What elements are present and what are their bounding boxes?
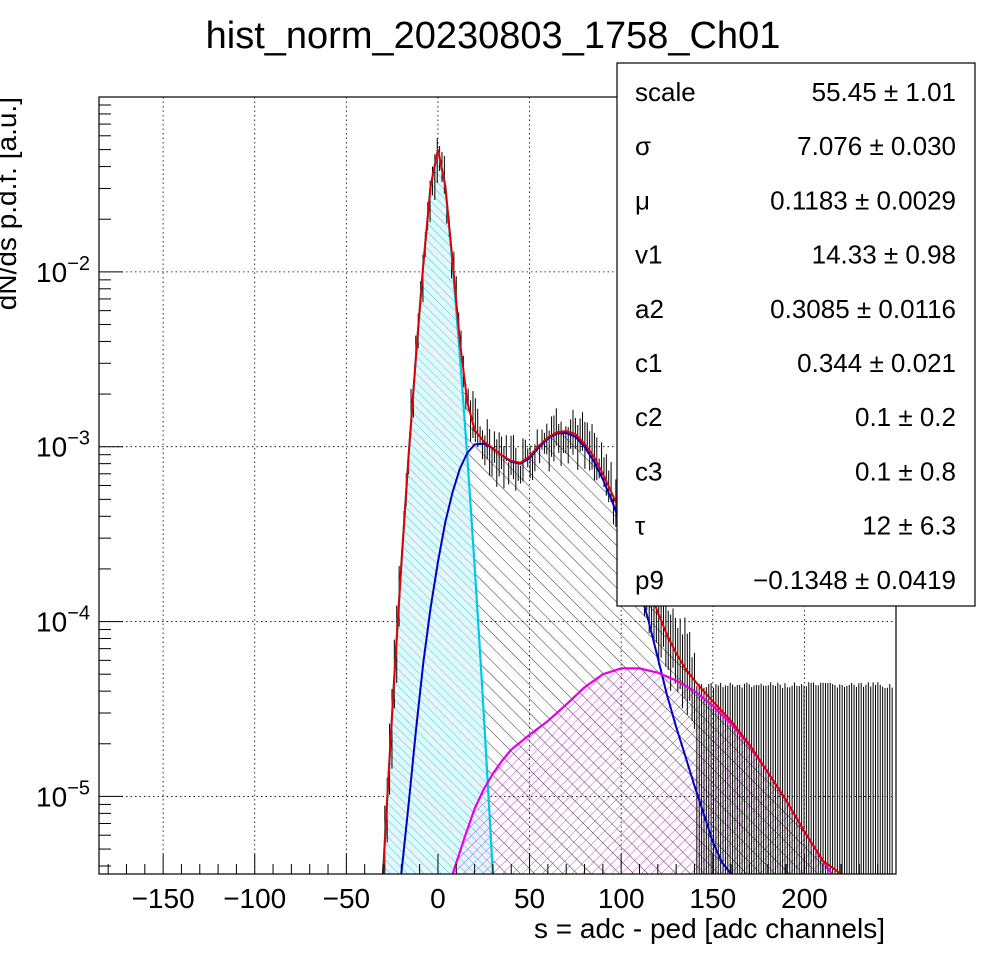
fit-param-value: −0.1348 ± 0.0419 [753,565,956,595]
fit-parameters-box: scale 55.45 ± 1.01 σ 7.076 ± 0.030 μ 0.1183 ±… [616,62,976,607]
fit-param-value: 14.33 ± 0.98 [812,240,956,270]
fit-param-name: μ [635,185,650,215]
fit-param-value: 12 ± 6.3 [862,511,956,541]
x-tick-label: 0 [430,883,446,914]
fit-param-name: scale [635,77,696,107]
total-fit-curve [382,149,843,874]
fit-param-value: 55.45 ± 1.01 [812,77,956,107]
fit-param-name: c1 [635,348,662,378]
fit-param-value: 0.1 ± 0.2 [855,402,956,432]
x-tick-label: −150 [132,883,195,914]
y-tick-label: 10−5 [36,777,90,812]
fit-param-value: 0.1183 ± 0.0029 [770,185,956,215]
y-axis-label: dN/ds p.d.f. [a.u.] [0,97,22,310]
chart-title: hist_norm_20230803_1758_Ch01 [206,15,781,57]
x-tick-label: 100 [598,883,645,914]
plot-area [381,138,893,874]
fit-param-name: c2 [635,402,662,432]
fit-param-name: τ [635,511,646,541]
fit-param-name: a2 [635,294,664,324]
fit-param-name: v1 [635,240,662,270]
data-region-hatch [383,149,841,874]
y-axis: 10−5 10−4 10−3 10−2 [36,96,123,867]
x-tick-label: 200 [781,883,828,914]
fit-parameters-frame [616,62,976,607]
x-tick-label: −100 [223,883,286,914]
fit-param-value: 7.076 ± 0.030 [797,131,956,161]
pedestal-fill [383,149,493,874]
one-pe-curve [400,431,732,874]
x-tick-label: 50 [514,883,545,914]
x-tick-label: 150 [689,883,736,914]
fit-param-value: 0.1 ± 0.8 [855,456,956,486]
x-axis: −150 −100 −50 0 50 100 150 200 [107,854,897,914]
y-tick-label: 10−4 [36,603,90,638]
fit-param-name: c3 [635,456,662,486]
x-axis-label: s = adc - ped [adc channels] [534,913,885,944]
y-tick-label: 10−3 [36,428,90,463]
fit-param-value: 0.344 ± 0.021 [797,348,956,378]
fit-param-value: 0.3085 ± 0.0116 [770,294,956,324]
fit-param-name: σ [635,131,651,161]
x-tick-label: −50 [323,883,371,914]
fit-param-name: p9 [635,565,664,595]
y-tick-label: 10−2 [36,253,90,288]
